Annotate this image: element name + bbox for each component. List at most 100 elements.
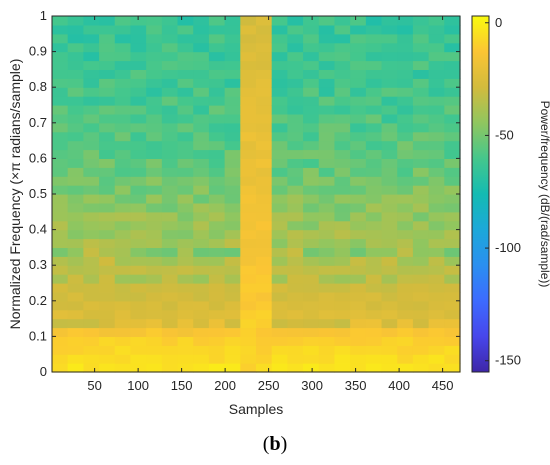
heatmap-cell	[130, 211, 147, 222]
heatmap-cell	[444, 131, 461, 142]
heatmap-cell	[271, 202, 288, 213]
heatmap-cell	[444, 113, 461, 124]
heatmap-cell	[161, 149, 179, 159]
heatmap-cell	[397, 265, 414, 275]
heatmap-cell	[334, 300, 351, 311]
heatmap-cell	[350, 78, 367, 88]
colorbar-tick-label: 0	[495, 15, 502, 30]
heatmap-cell	[303, 51, 320, 62]
heatmap-cell	[240, 220, 257, 231]
heatmap-cell	[428, 33, 445, 44]
heatmap-cell	[350, 96, 367, 106]
heatmap-cell	[381, 185, 398, 195]
heatmap-cell	[350, 309, 367, 320]
heatmap-cell	[444, 78, 461, 88]
heatmap-cell	[193, 318, 210, 329]
heatmap-cell	[256, 122, 273, 133]
heatmap-cell	[208, 167, 226, 177]
heatmap-cell	[161, 238, 179, 248]
heatmap-cell	[256, 291, 273, 302]
heatmap-cell	[177, 87, 194, 97]
heatmap-cell	[130, 327, 147, 337]
heatmap-cell	[146, 211, 163, 222]
heatmap-cell	[193, 140, 210, 151]
heatmap-cell	[83, 60, 100, 70]
heatmap-cell	[240, 96, 257, 106]
heatmap-cell	[240, 140, 257, 151]
heatmap-cell	[114, 176, 132, 186]
heatmap-cell	[52, 211, 69, 222]
heatmap-cell	[428, 16, 445, 26]
heatmap-cell	[99, 283, 116, 293]
heatmap-cell	[428, 256, 445, 266]
heatmap-cell	[83, 131, 100, 142]
heatmap-cell	[240, 238, 257, 248]
heatmap-cell	[146, 256, 163, 266]
heatmap-cell	[428, 354, 445, 364]
heatmap-cell	[334, 265, 351, 275]
heatmap-cell	[177, 51, 194, 62]
heatmap-cell	[350, 318, 367, 329]
heatmap-cell	[334, 354, 351, 364]
heatmap-cell	[161, 256, 179, 266]
heatmap-cell	[193, 96, 210, 106]
heatmap-cell	[365, 122, 383, 133]
heatmap-cell	[287, 176, 304, 186]
heatmap-cell	[381, 327, 398, 337]
heatmap-cell	[334, 211, 351, 222]
heatmap-cell	[318, 265, 336, 275]
heatmap-cell	[146, 176, 163, 186]
heatmap-cell	[130, 51, 147, 62]
heatmap-cell	[224, 60, 241, 70]
heatmap-cell	[350, 274, 367, 284]
heatmap-cell	[146, 131, 163, 142]
heatmap-cell	[428, 327, 445, 337]
heatmap-cell	[444, 345, 461, 355]
heatmap-cell	[224, 185, 241, 195]
y-tick-label: 0.9	[29, 44, 47, 59]
heatmap-cell	[287, 283, 304, 293]
heatmap-cell	[334, 202, 351, 213]
heatmap-cell	[365, 265, 383, 275]
heatmap-cell	[99, 265, 116, 275]
heatmap-cell	[256, 140, 273, 151]
heatmap-cell	[365, 16, 383, 26]
heatmap-cell	[350, 24, 367, 35]
heatmap-cell	[130, 274, 147, 284]
heatmap-cell	[130, 336, 147, 346]
heatmap-cell	[256, 265, 273, 275]
heatmap-cell	[318, 363, 336, 373]
heatmap-cell	[99, 51, 116, 62]
heatmap-cell	[67, 238, 84, 248]
heatmap-cell	[193, 69, 210, 79]
heatmap-cell	[397, 42, 414, 53]
heatmap-cell	[397, 345, 414, 355]
heatmap-cell	[240, 327, 257, 337]
heatmap-cell	[208, 229, 226, 240]
heatmap-cell	[318, 140, 336, 151]
heatmap-cell	[303, 265, 320, 275]
heatmap-cell	[146, 354, 163, 364]
heatmap-cell	[303, 113, 320, 124]
heatmap-cell	[428, 300, 445, 311]
heatmap-cell	[381, 336, 398, 346]
heatmap-cell	[256, 229, 273, 240]
heatmap-cell	[193, 300, 210, 311]
heatmap-cell	[350, 167, 367, 177]
heatmap-cell	[52, 247, 69, 257]
heatmap-cell	[161, 274, 179, 284]
heatmap-cell	[193, 291, 210, 302]
heatmap-cell	[67, 24, 84, 35]
heatmap-cell	[224, 96, 241, 106]
heatmap-cell	[52, 220, 69, 231]
heatmap-cell	[240, 167, 257, 177]
heatmap-cell	[334, 274, 351, 284]
heatmap-cell	[146, 96, 163, 106]
heatmap-cell	[193, 149, 210, 159]
heatmap-cell	[334, 131, 351, 142]
heatmap-cell	[303, 291, 320, 302]
heatmap-cell	[444, 220, 461, 231]
heatmap-cell	[256, 318, 273, 329]
heatmap-cell	[397, 256, 414, 266]
heatmap-cell	[444, 96, 461, 106]
